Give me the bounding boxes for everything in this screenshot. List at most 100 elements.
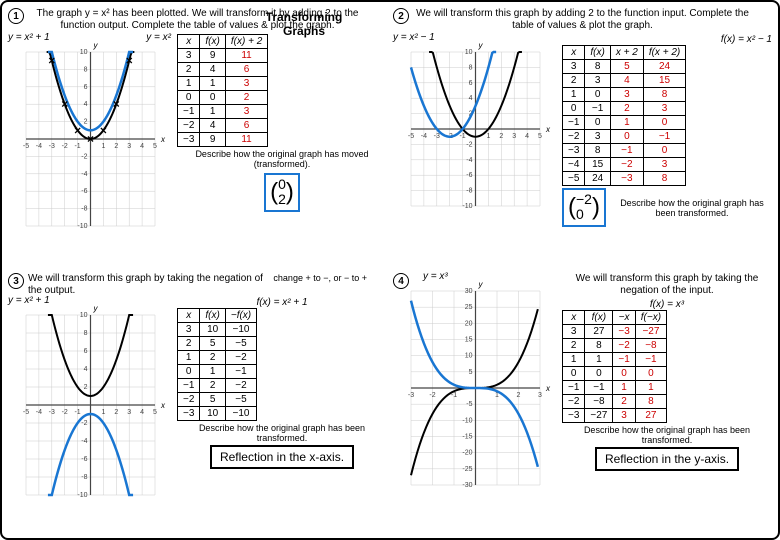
svg-text:×: × bbox=[113, 97, 120, 111]
worksheet: 1 Transforming Graphs The graph y = x² h… bbox=[6, 6, 774, 534]
svg-text:3: 3 bbox=[512, 133, 516, 140]
svg-text:1: 1 bbox=[101, 409, 105, 416]
svg-text:5: 5 bbox=[469, 369, 473, 376]
svg-text:3: 3 bbox=[538, 392, 542, 399]
svg-text:30: 30 bbox=[465, 288, 473, 295]
svg-text:6: 6 bbox=[84, 84, 88, 91]
svg-text:×: × bbox=[126, 54, 133, 68]
svg-text:5: 5 bbox=[538, 133, 542, 140]
vec-top: −2 bbox=[576, 191, 592, 207]
svg-text:-10: -10 bbox=[462, 203, 472, 210]
svg-text:-6: -6 bbox=[81, 456, 87, 463]
svg-text:-4: -4 bbox=[466, 157, 472, 164]
svg-text:20: 20 bbox=[465, 320, 473, 327]
svg-text:y: y bbox=[478, 41, 484, 50]
svg-text:-4: -4 bbox=[36, 143, 42, 150]
svg-text:-2: -2 bbox=[466, 141, 472, 148]
reflection-box: Reflection in the y-axis. bbox=[595, 447, 739, 471]
svg-text:-6: -6 bbox=[81, 188, 87, 195]
svg-text:-2: -2 bbox=[81, 153, 87, 160]
svg-text:3: 3 bbox=[127, 143, 131, 150]
svg-text:-10: -10 bbox=[77, 492, 87, 499]
svg-text:-5: -5 bbox=[408, 133, 414, 140]
svg-text:×: × bbox=[74, 123, 81, 137]
svg-text:5: 5 bbox=[153, 143, 157, 150]
svg-text:4: 4 bbox=[525, 133, 529, 140]
eq-label: y = x² − 1 bbox=[393, 32, 435, 43]
svg-text:10: 10 bbox=[465, 49, 473, 56]
svg-text:4: 4 bbox=[140, 143, 144, 150]
svg-text:-4: -4 bbox=[36, 409, 42, 416]
svg-text:y: y bbox=[478, 280, 484, 289]
svg-text:y: y bbox=[93, 41, 99, 50]
svg-text:-8: -8 bbox=[81, 206, 87, 213]
svg-text:-25: -25 bbox=[462, 466, 472, 473]
table-column: xf(x)f(x) + 23911246113002−113−246−3911 … bbox=[177, 34, 387, 212]
svg-text:-5: -5 bbox=[23, 409, 29, 416]
svg-text:8: 8 bbox=[469, 64, 473, 71]
graph-3: y = x² + 1 -5-4-3-2-112345-10-8-6-4-2246… bbox=[8, 297, 173, 513]
svg-text:1: 1 bbox=[486, 133, 490, 140]
table-4: xf(x)−xf(−x)327−3−2728−2−811−1−10000−1−1… bbox=[562, 310, 667, 423]
svg-text:-5: -5 bbox=[466, 401, 472, 408]
svg-text:-5: -5 bbox=[23, 143, 29, 150]
svg-text:-20: -20 bbox=[462, 450, 472, 457]
svg-text:-4: -4 bbox=[81, 171, 87, 178]
svg-text:×: × bbox=[61, 97, 68, 111]
svg-text:-1: -1 bbox=[74, 143, 80, 150]
svg-text:15: 15 bbox=[465, 337, 473, 344]
graph-2: y = x² − 1 -5-4-3-2-112345-10-8-6-4-2246… bbox=[393, 34, 558, 224]
main-title: Transforming Graphs bbox=[259, 10, 349, 38]
change-note: change + to −, or − to + bbox=[273, 273, 367, 297]
svg-text:5: 5 bbox=[153, 409, 157, 416]
eq-label: y = x² + 1 bbox=[8, 295, 50, 306]
svg-text:2: 2 bbox=[517, 392, 521, 399]
svg-text:-3: -3 bbox=[408, 392, 414, 399]
svg-text:3: 3 bbox=[127, 409, 131, 416]
svg-text:-3: -3 bbox=[49, 143, 55, 150]
describe-text: Describe how the original graph has been… bbox=[177, 423, 387, 443]
svg-text:-1: -1 bbox=[74, 409, 80, 416]
vector-box: (−20) bbox=[562, 188, 606, 227]
svg-text:-2: -2 bbox=[429, 392, 435, 399]
svg-text:6: 6 bbox=[469, 80, 473, 87]
table-2: xf(x)x + 2f(x + 2)385242341510380−123−10… bbox=[562, 45, 686, 186]
svg-text:-30: -30 bbox=[462, 482, 472, 489]
vec-top: 0 bbox=[278, 176, 286, 192]
svg-text:-2: -2 bbox=[81, 420, 87, 427]
eq-label: y = x² bbox=[146, 32, 171, 43]
vec-bot: 2 bbox=[278, 191, 286, 207]
svg-text:-1: -1 bbox=[459, 133, 465, 140]
table-column: f(x) = x² − 1 xf(x)x + 2f(x + 2)38524234… bbox=[562, 34, 772, 227]
vector-box: (02) bbox=[264, 173, 300, 212]
svg-text:-8: -8 bbox=[81, 474, 87, 481]
describe-text: Describe how the original graph has been… bbox=[612, 198, 772, 218]
svg-text:-10: -10 bbox=[77, 223, 87, 230]
svg-text:-8: -8 bbox=[466, 188, 472, 195]
svg-text:2: 2 bbox=[84, 384, 88, 391]
svg-text:2: 2 bbox=[499, 133, 503, 140]
table-1: xf(x)f(x) + 23911246113002−113−246−3911 bbox=[177, 34, 268, 147]
svg-text:4: 4 bbox=[140, 409, 144, 416]
eq-label: y = x³ bbox=[423, 271, 448, 282]
svg-text:4: 4 bbox=[469, 95, 473, 102]
svg-text:x: x bbox=[160, 135, 166, 144]
panel-1: 1 Transforming Graphs The graph y = x² h… bbox=[6, 6, 389, 269]
vec-bot: 0 bbox=[576, 206, 584, 222]
panel-number: 3 bbox=[8, 273, 24, 289]
eq-label: f(x) = x² + 1 bbox=[177, 297, 387, 308]
svg-text:×: × bbox=[87, 132, 94, 146]
svg-text:×: × bbox=[100, 123, 107, 137]
svg-text:6: 6 bbox=[84, 348, 88, 355]
svg-text:10: 10 bbox=[80, 312, 88, 319]
eq-label: f(x) = x³ bbox=[562, 299, 772, 310]
svg-text:2: 2 bbox=[114, 143, 118, 150]
svg-text:-2: -2 bbox=[62, 409, 68, 416]
svg-text:y: y bbox=[93, 304, 99, 313]
svg-text:x: x bbox=[545, 384, 551, 393]
panel-number: 1 bbox=[8, 8, 24, 24]
panel3-header: We will transform this graph by taking t… bbox=[28, 273, 273, 297]
svg-text:10: 10 bbox=[465, 353, 473, 360]
table-column: f(x) = x² + 1 xf(x)−f(x)310−1025−512−201… bbox=[177, 297, 387, 469]
svg-text:-10: -10 bbox=[462, 417, 472, 424]
